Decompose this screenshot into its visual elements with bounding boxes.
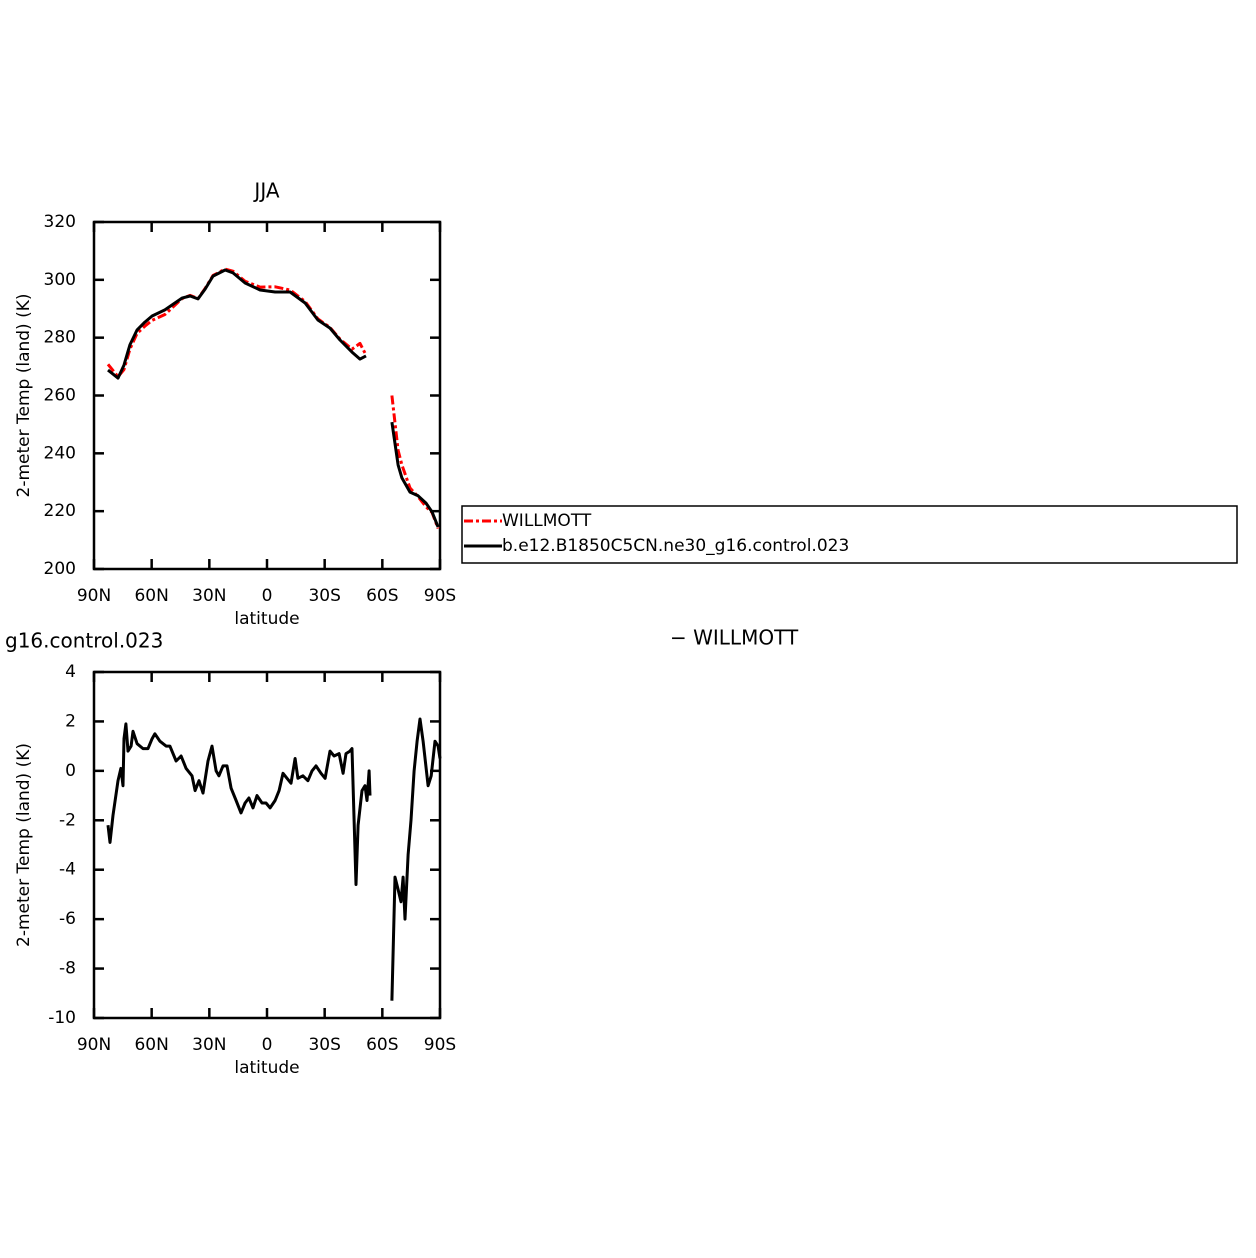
plot-frame — [92, 670, 442, 1020]
y-tick-label: 280 — [44, 328, 76, 348]
x-tick-label: 30S — [308, 586, 340, 606]
y-tick-label: 0 — [65, 761, 76, 781]
x-tick-label: 30N — [192, 1035, 226, 1055]
y-tick-label: -2 — [59, 810, 76, 830]
y-tick-label: -6 — [59, 909, 76, 929]
chart-subtitle: − WILLMOTT — [670, 626, 799, 650]
data-line — [107, 268, 440, 528]
x-tick-label: 60N — [134, 1035, 168, 1055]
x-tick-label: 90S — [424, 586, 456, 606]
x-tick-label: 90N — [77, 586, 111, 606]
legend-label: WILLMOTT — [502, 511, 592, 531]
x-axis-label: latitude — [234, 1058, 299, 1078]
legend-label: b.e12.B1850C5CN.ne30_g16.control.023 — [502, 536, 849, 556]
y-tick-label: 200 — [44, 559, 76, 579]
y-tick-label: 260 — [44, 386, 76, 406]
data-line — [106, 717, 442, 1001]
y-tick-label: 4 — [65, 662, 76, 682]
plot-frame — [92, 220, 442, 571]
x-tick-label: 0 — [262, 586, 273, 606]
x-tick-label: 90S — [424, 1035, 456, 1055]
x-tick-label: 90N — [77, 1035, 111, 1055]
y-tick-label: 220 — [44, 501, 76, 521]
x-tick-label: 60S — [366, 586, 398, 606]
x-axis-label: latitude — [234, 609, 299, 629]
y-tick-label: 240 — [44, 443, 76, 463]
y-tick-label: -10 — [48, 1008, 76, 1028]
y-tick-label: 300 — [44, 270, 76, 290]
y-tick-label: 320 — [44, 212, 76, 232]
y-axis-label: 2-meter Temp (land) (K) — [14, 743, 34, 947]
x-tick-label: 60N — [134, 586, 168, 606]
data-line — [106, 267, 440, 530]
legend-box — [461, 505, 1238, 564]
x-tick-label: 30N — [192, 586, 226, 606]
chart-title: g16.control.023 — [5, 629, 163, 653]
y-axis-label: 2-meter Temp (land) (K) — [14, 294, 34, 498]
y-tick-label: 2 — [65, 711, 76, 731]
y-tick-label: -8 — [59, 959, 76, 979]
x-tick-label: 60S — [366, 1035, 398, 1055]
chart-title: JJA — [252, 179, 279, 203]
x-tick-label: 0 — [262, 1035, 273, 1055]
x-tick-label: 30S — [308, 1035, 340, 1055]
y-tick-label: -4 — [59, 860, 76, 880]
